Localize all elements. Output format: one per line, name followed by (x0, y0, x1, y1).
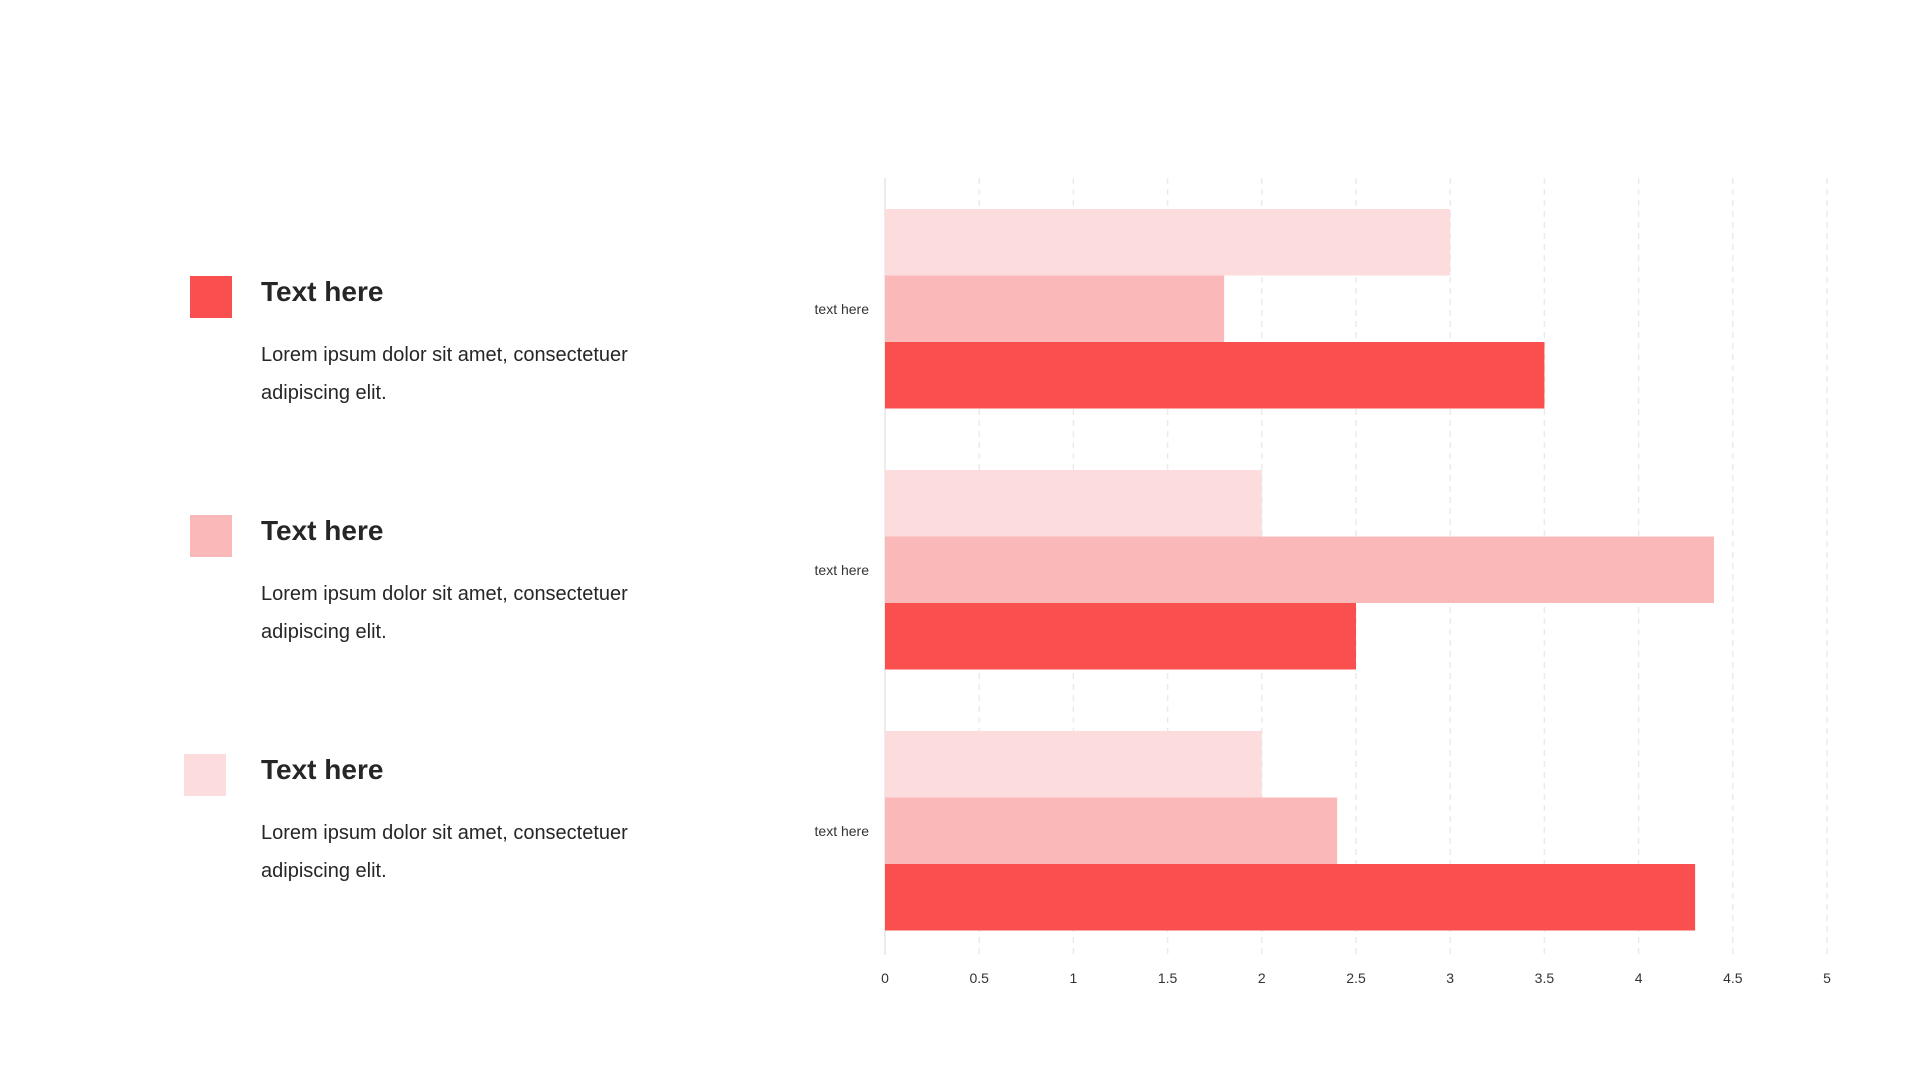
bar (885, 470, 1262, 537)
legend-body-3: Lorem ipsum dolor sit amet, consectetuer… (261, 822, 628, 882)
x-tick-label: 4 (1635, 970, 1643, 986)
x-tick-label: 0 (881, 970, 889, 986)
legend-title-1: Text here (261, 276, 384, 307)
legend-swatch-3 (184, 754, 226, 796)
legend-body-2: Lorem ipsum dolor sit amet, consectetuer… (261, 583, 628, 643)
bars (885, 209, 1714, 931)
category-labels: text here text here text here (815, 301, 870, 839)
category-label: text here (815, 301, 870, 317)
bar (885, 797, 1338, 864)
x-tick-label: 2.5 (1346, 970, 1366, 986)
legend-title-2: Text here (261, 515, 384, 546)
bar (885, 731, 1262, 798)
legend-body-1: Lorem ipsum dolor sit amet, consectetuer… (261, 344, 628, 404)
x-tick-label: 1.5 (1158, 970, 1178, 986)
bar (885, 275, 1225, 342)
x-tick-label: 2 (1258, 970, 1266, 986)
x-tick-label: 3.5 (1535, 970, 1555, 986)
legend-title-3: Text here (261, 754, 384, 785)
bar (885, 864, 1696, 931)
legend-swatch-1 (190, 276, 232, 318)
x-tick-label: 5 (1823, 970, 1831, 986)
bar (885, 603, 1356, 670)
bar (885, 209, 1451, 276)
x-tick-label: 3 (1446, 970, 1454, 986)
x-axis-ticks: 0 0.5 1 1.5 2 2.5 3 3.5 4 4.5 5 (881, 970, 1831, 986)
bar (885, 536, 1714, 603)
category-label: text here (815, 562, 870, 578)
bar (885, 342, 1545, 409)
x-tick-label: 1 (1070, 970, 1078, 986)
x-tick-label: 0.5 (969, 970, 989, 986)
category-label: text here (815, 823, 870, 839)
x-tick-label: 4.5 (1723, 970, 1743, 986)
legend-swatch-2 (190, 515, 232, 557)
